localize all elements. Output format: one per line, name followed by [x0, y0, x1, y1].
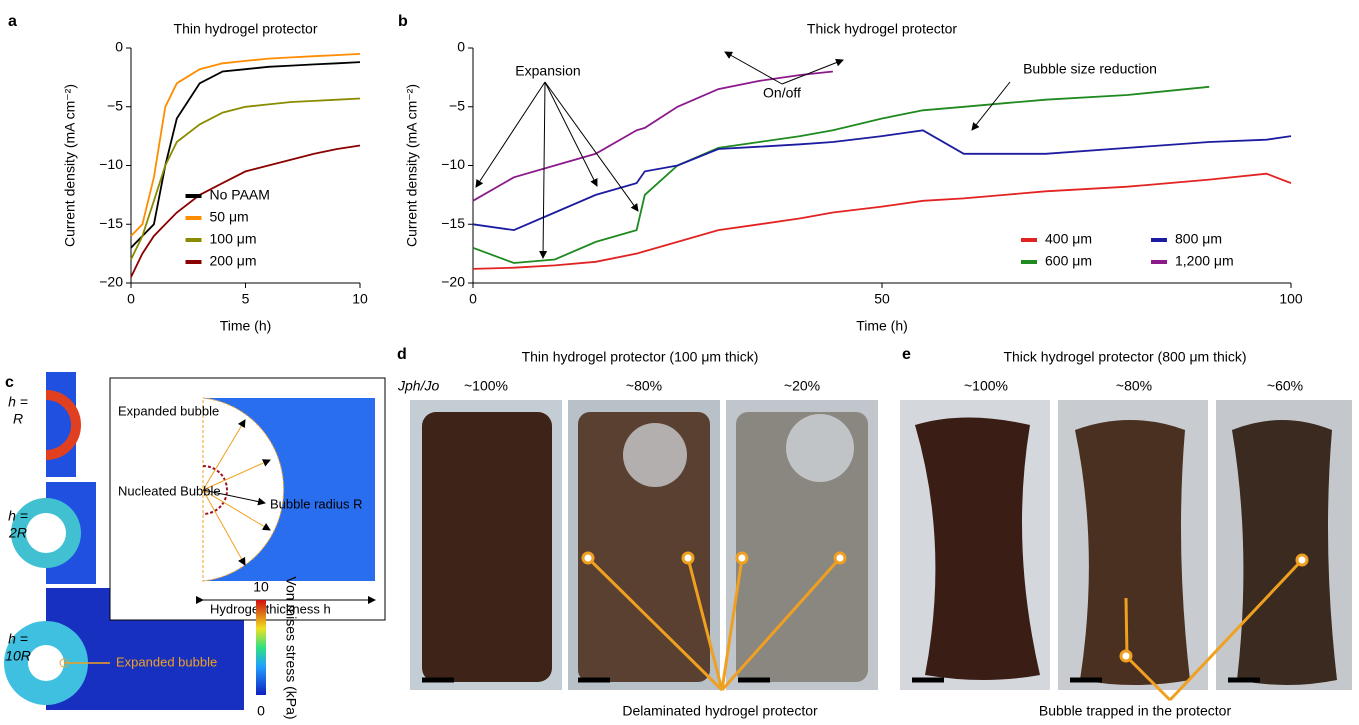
legend-label: 400 μm [1045, 231, 1092, 247]
series-line [130, 61, 361, 249]
annotation-arrow [544, 81, 598, 187]
x-axis-title: Time (h) [220, 318, 272, 334]
sim-h: h = [8, 631, 28, 647]
photos-d [410, 400, 878, 690]
annotation-arrow [475, 81, 546, 188]
x-tick-label: 50 [874, 291, 890, 307]
y-tick-label: −20 [99, 274, 123, 290]
panel-label: b [398, 13, 408, 30]
y-tick-label: −15 [99, 215, 123, 231]
annotation-arrow [539, 81, 548, 259]
pointers-e [1119, 553, 1309, 702]
x-tick-label: 10 [352, 291, 368, 307]
annotation-arrow [781, 58, 844, 85]
inset-label: Hydrogel thickness h [210, 601, 331, 616]
panel-label: e [902, 346, 911, 363]
sim-h: h = [8, 394, 28, 410]
panel-title: Thin hydrogel protector (100 μm thick) [522, 349, 759, 365]
ratio-label: Jph/Jo [397, 378, 439, 394]
sim-h: h = [8, 508, 28, 524]
y-tick-label: −5 [449, 97, 465, 113]
annotation: Bubble size reduction [1023, 61, 1157, 77]
column-label: ~60% [1267, 378, 1303, 394]
axes [472, 48, 1291, 284]
inset [109, 377, 386, 621]
colorbar [256, 600, 266, 695]
y-tick-label: −10 [441, 156, 465, 172]
colorbar-min: 0 [257, 703, 265, 719]
x-tick-label: 100 [1279, 291, 1303, 307]
annotation-arrow [544, 81, 639, 212]
legend-label: No PAAM [210, 187, 270, 203]
pointers-d [581, 551, 847, 692]
caption: Bubble trapped in the protector [1039, 703, 1232, 719]
y-tick-label: −10 [99, 156, 123, 172]
inset-nucleated [202, 465, 228, 515]
sim-bubble [28, 645, 64, 681]
sim-h-value: R [13, 411, 23, 427]
legend-label: 1,200 μm [1175, 253, 1234, 269]
x-tick-label: 0 [127, 291, 135, 307]
y-axis-title: Current density (mA cm⁻²) [404, 84, 420, 247]
column-label: ~80% [626, 378, 662, 394]
column-label: ~20% [784, 378, 820, 394]
legend-label: 100 μm [210, 231, 257, 247]
y-tick-label: 0 [115, 39, 123, 55]
sim-annotation: Expanded bubble [116, 654, 217, 669]
x-axis-title: Time (h) [856, 318, 908, 334]
colorbar-max: 10 [253, 579, 269, 595]
sim-bubble [26, 513, 66, 553]
photos-e [900, 400, 1352, 690]
legend-label: 50 μm [210, 209, 249, 225]
panel-label: d [397, 346, 407, 363]
colorbar-title: Von mises stress (kPa) [283, 576, 299, 719]
column-label: ~80% [1116, 378, 1152, 394]
y-tick-label: 0 [457, 39, 465, 55]
y-tick-label: −15 [441, 215, 465, 231]
caption: Delaminated hydrogel protector [622, 703, 818, 719]
x-tick-label: 5 [242, 291, 250, 307]
column-label: ~100% [964, 378, 1008, 394]
legend-label: 200 μm [210, 253, 257, 269]
inset-label: Bubble radius R [270, 496, 363, 511]
series-line [130, 53, 361, 237]
series-line [472, 172, 1292, 270]
series-line [472, 85, 1210, 264]
chart-title: Thin hydrogel protector [174, 21, 318, 37]
legend-label: 800 μm [1175, 231, 1222, 247]
series-line [130, 97, 361, 260]
sim-h-value: 2R [8, 525, 27, 541]
annotation-arrow [971, 81, 1011, 131]
inset-expanded [202, 397, 285, 582]
chart-title: Thick hydrogel protector [807, 21, 958, 37]
axes [130, 48, 360, 284]
annotation: On/off [763, 85, 801, 101]
sim-stress [45, 390, 81, 460]
inset-label: Expanded bubble [118, 403, 219, 418]
panel-label: c [5, 374, 14, 391]
column-label: ~100% [464, 378, 508, 394]
charts: a Thin hydrogel protector Time (h) Current … [8, 13, 1303, 333]
panel-label: a [8, 13, 17, 30]
x-tick-label: 0 [469, 291, 477, 307]
y-tick-label: −5 [107, 97, 123, 113]
legend-label: 600 μm [1045, 253, 1092, 269]
y-tick-label: −20 [441, 274, 465, 290]
annotation: Expansion [515, 63, 580, 79]
y-axis-title: Current density (mA cm⁻²) [62, 84, 78, 247]
pointer-dot [59, 658, 69, 668]
panel-title: Thick hydrogel protector (800 μm thick) [1003, 349, 1246, 365]
inset-label: Nucleated Bubble [118, 483, 221, 498]
sim-h-value: 10R [5, 648, 31, 664]
series-line [472, 129, 1292, 232]
annotation-arrow [724, 51, 783, 85]
inset-radius-arrow [202, 489, 266, 506]
series-line [130, 144, 361, 278]
